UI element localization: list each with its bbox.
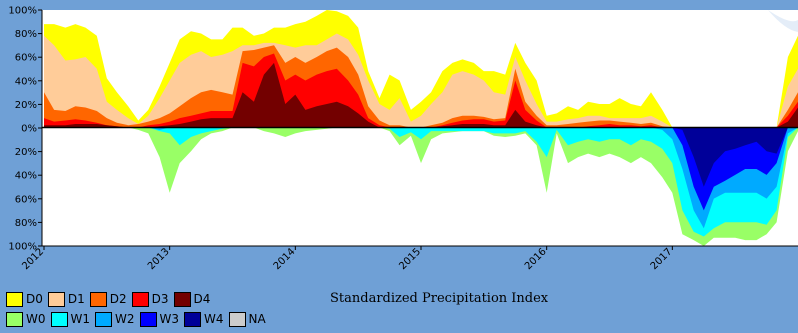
legend-item-d3: D3 [131,291,169,307]
legend-swatch [47,291,65,307]
y-tick-label: 60% [15,53,37,64]
legend-item-w4: W4 [184,311,224,327]
legend-label: W1 [70,312,91,326]
y-tick-label: 20% [15,100,37,111]
y-tick-label: 100% [8,242,37,253]
legend-label: D2 [109,292,127,306]
legend-swatch [139,311,157,327]
y-tick-label: 40% [15,76,37,87]
legend-swatch [89,291,107,307]
x-tick-label: 2017 [649,246,675,272]
legend-swatch [95,311,112,327]
legend-item-w1: W1 [50,311,91,327]
legend-item-w3: W3 [139,311,180,327]
y-tick-label: 0% [21,124,37,135]
y-tick-label: 20% [15,147,37,158]
legend-item-d2: D2 [89,291,127,307]
legend-label: NA [248,312,266,326]
legend-swatch [6,311,23,327]
x-tick-label: 2015 [397,246,423,272]
y-tick-label: 60% [15,194,37,205]
spi-area-chart: 100%80%60%40%20%0%20%40%60%80%100% 2012 2… [8,6,798,272]
legend-swatch [131,291,149,307]
y-tick-label: 40% [15,171,37,182]
y-tick-label: 100% [8,6,37,17]
legend-swatch [228,311,246,327]
corner-decoration [768,10,798,32]
y-tick-label: 80% [15,29,37,40]
legend-label: W4 [204,312,224,326]
legend-label: D0 [26,292,43,306]
legend-swatch [6,291,23,307]
chart-title: Standardized Precipitation Index [330,291,549,306]
legend-item-na: NA [228,311,266,327]
legend-label: W3 [159,312,180,326]
legend-row-drought: D0 D1 D2 D3 D4 [6,289,271,309]
y-axis: 100% 80% 60% 40% 20% 0% 20% 40% 60% 80% 100% [8,6,43,253]
legend: D0 D1 D2 D3 D4 W0 W1 W2 W3 W4 NA [6,289,271,329]
legend-item-w2: W2 [95,311,135,327]
area-series-group [44,10,798,246]
legend-label: D3 [151,292,169,306]
x-tick-label: 2014 [272,246,298,272]
legend-item-d1: D1 [47,291,85,307]
x-axis: 2012 2013 2014 2015 2016 2017 [20,245,798,272]
legend-item-d4: D4 [173,291,211,307]
y-tick-label: 80% [15,218,37,229]
legend-item-d0: D0 [6,291,43,307]
x-tick-label: 2016 [523,246,549,272]
legend-swatch [173,291,191,307]
legend-swatch [50,311,68,327]
legend-label: D1 [67,292,85,306]
legend-label: W0 [26,312,46,326]
legend-label: D4 [193,292,211,306]
legend-row-wet: W0 W1 W2 W3 W4 NA [6,309,271,329]
x-tick-label: 2013 [146,246,172,272]
area-d2 [44,45,798,128]
legend-swatch [184,311,201,327]
legend-label: W2 [115,312,135,326]
legend-item-w0: W0 [6,311,46,327]
area-w4 [44,127,798,187]
